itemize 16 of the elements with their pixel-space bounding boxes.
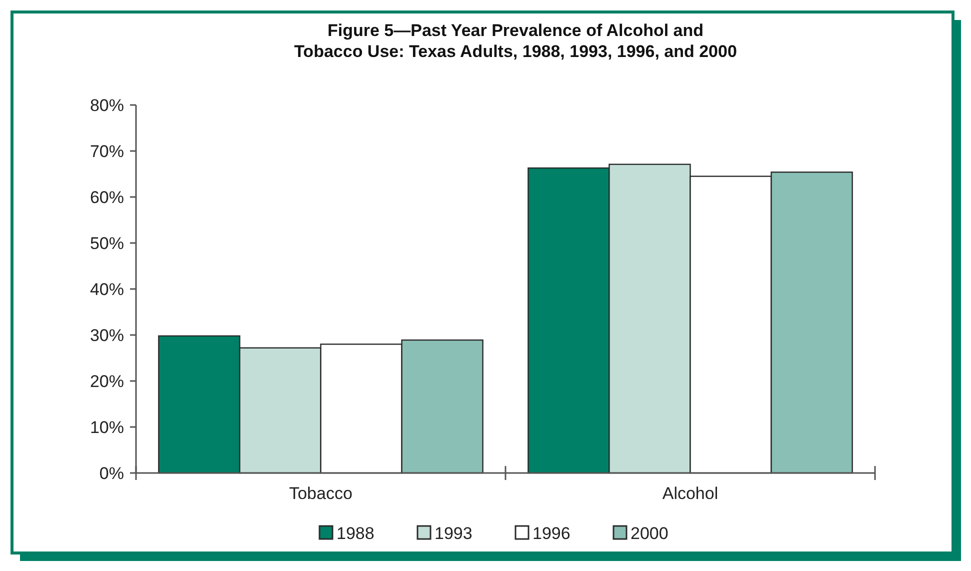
y-tick-label: 0% — [99, 464, 124, 483]
y-tick-label: 80% — [90, 96, 124, 115]
legend-label: 1988 — [336, 524, 374, 543]
x-tick-label: Alcohol — [662, 484, 718, 503]
chart-title: Figure 5—Past Year Prevalence of Alcohol and Tobacco Use: Texas Adults, 1988, 1993, 1996, and 2000 — [294, 21, 737, 61]
y-tick-label: 30% — [90, 326, 124, 345]
y-tick-label: 40% — [90, 280, 124, 299]
y-tick-label: 70% — [90, 142, 124, 161]
y-tick-label: 50% — [90, 234, 124, 253]
x-tick-label: Tobacco — [289, 484, 352, 503]
y-tick-label: 60% — [90, 188, 124, 207]
legend-label: 2000 — [630, 524, 668, 543]
y-tick-label: 20% — [90, 372, 124, 391]
legend-label: 1993 — [434, 524, 472, 543]
legend-label: 1996 — [532, 524, 570, 543]
y-tick-label: 10% — [90, 418, 124, 437]
